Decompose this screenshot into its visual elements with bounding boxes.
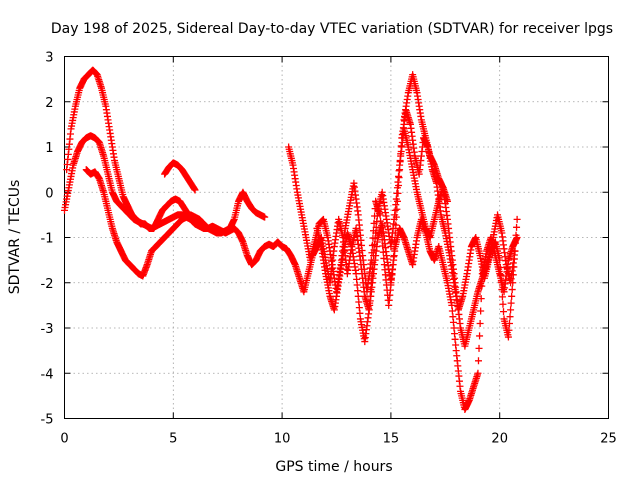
- data-point: [476, 319, 484, 327]
- data-point: [508, 286, 516, 294]
- data-point: [509, 279, 517, 287]
- y-tick-label: -4: [41, 367, 54, 382]
- data-points: [61, 66, 521, 413]
- data-point: [513, 223, 521, 231]
- x-axis-label: GPS time / hours: [275, 459, 392, 475]
- y-tick-label: 3: [45, 51, 53, 66]
- data-point: [365, 306, 373, 314]
- data-point: [379, 248, 387, 256]
- data-point: [507, 306, 515, 314]
- axis-ticks: 0 5 10 15 20 25 -5 -4 -3 -2 -1 0 1 2 3: [41, 51, 617, 447]
- data-point: [504, 333, 512, 341]
- data-point: [508, 292, 516, 300]
- data-point: [474, 357, 482, 365]
- y-tick-label: -1: [41, 232, 54, 247]
- data-point: [390, 253, 398, 261]
- data-point: [505, 319, 513, 327]
- data-point: [507, 299, 515, 307]
- data-point: [474, 369, 482, 377]
- data-point: [378, 230, 386, 238]
- data-point: [496, 256, 504, 264]
- data-point: [477, 307, 485, 315]
- y-tick-label: 1: [45, 141, 53, 156]
- data-point: [498, 286, 506, 294]
- y-tick-label: -2: [41, 277, 54, 292]
- y-tick-label: -5: [41, 413, 54, 428]
- data-point: [378, 236, 386, 244]
- data-point: [367, 286, 375, 294]
- data-point: [497, 278, 505, 286]
- data-point: [366, 292, 374, 300]
- data-point: [366, 299, 374, 307]
- data-point: [379, 242, 387, 250]
- data-point: [443, 197, 451, 205]
- x-tick-label: 5: [169, 432, 177, 447]
- y-tick-label: -3: [41, 322, 54, 337]
- data-point: [380, 254, 388, 262]
- data-point: [498, 293, 506, 301]
- data-point: [191, 186, 199, 194]
- data-point: [510, 263, 518, 271]
- data-point: [496, 263, 504, 271]
- data-point: [505, 326, 513, 334]
- data-point: [506, 313, 514, 321]
- data-point: [261, 213, 269, 221]
- data-point: [476, 332, 484, 340]
- data-point: [512, 231, 520, 239]
- data-point: [497, 271, 505, 279]
- y-tick-label: 2: [45, 96, 53, 111]
- data-point: [510, 255, 518, 263]
- y-axis-label: SDTVAR / TECUs: [7, 180, 23, 295]
- x-tick-label: 10: [274, 432, 291, 447]
- chart-title: Day 198 of 2025, Sidereal Day-to-day VTE…: [51, 21, 613, 37]
- data-point: [513, 215, 521, 223]
- data-point: [511, 247, 519, 255]
- x-tick-label: 20: [491, 432, 508, 447]
- x-tick-label: 0: [60, 432, 68, 447]
- data-point: [389, 261, 397, 269]
- data-point: [499, 300, 507, 308]
- data-point: [475, 344, 483, 352]
- data-point: [368, 265, 376, 273]
- x-tick-label: 15: [383, 432, 400, 447]
- data-point: [509, 271, 517, 279]
- y-tick-label: 0: [45, 186, 53, 201]
- data-point: [511, 239, 519, 247]
- data-point: [500, 308, 508, 316]
- data-point: [367, 279, 375, 287]
- data-point: [369, 258, 377, 266]
- data-point: [368, 272, 376, 280]
- data-point: [393, 205, 401, 213]
- x-tick-label: 25: [600, 432, 617, 447]
